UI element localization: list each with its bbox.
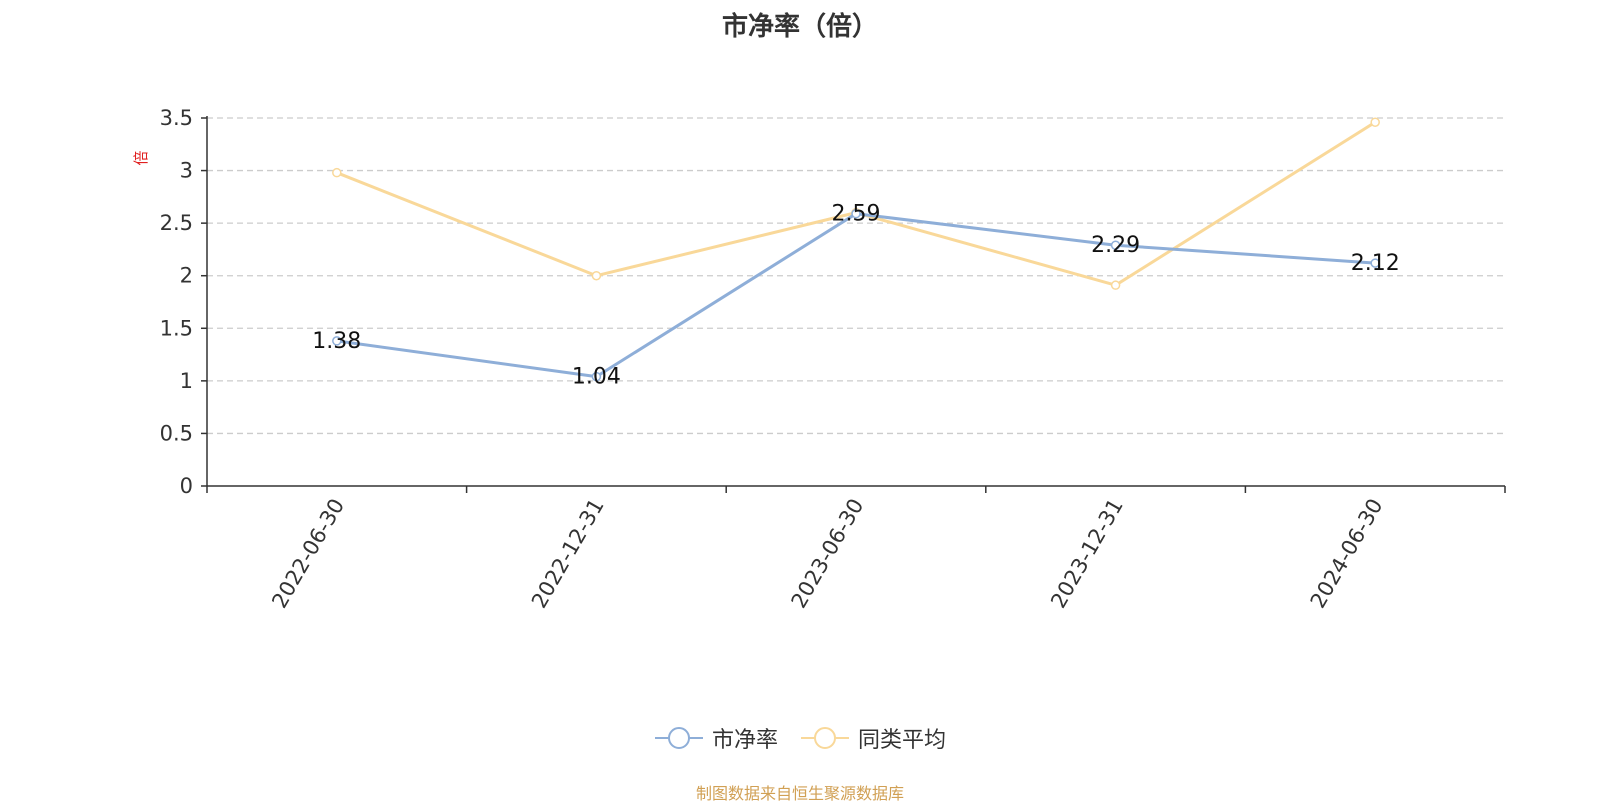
x-tick-label: 2024-06-30 (1306, 495, 1388, 613)
data-point (332, 336, 342, 346)
data-label: 2.12 (1351, 251, 1400, 276)
data-label: 1.04 (572, 365, 621, 390)
legend-marker-icon (801, 727, 849, 749)
y-tick-label: 3.5 (160, 106, 193, 130)
legend-label: 市净率 (711, 728, 778, 753)
x-tick-label: 2023-12-31 (1046, 495, 1128, 613)
y-axis-label: 倍 (132, 150, 150, 165)
y-tick-label: 0 (180, 474, 193, 498)
data-label: 2.29 (1091, 233, 1140, 258)
data-labels: 1.38 1.04 2.59 2.29 2.12 (312, 202, 1399, 390)
data-point (1110, 280, 1121, 290)
series-line (336, 212, 1376, 379)
chart-title: 市净率（倍） (721, 12, 878, 42)
source-note: 制图数据来自恒生聚源数据库 (695, 784, 904, 803)
data-point (591, 371, 602, 382)
y-tick-label: 1 (180, 369, 193, 393)
legend-marker-icon (654, 727, 703, 749)
axes: 0 0.5 1 1.5 2 2.5 3 3.5 倍 2022-06-30 2022-12-31 202… (132, 106, 1506, 613)
y-tick-label: 0.5 (160, 421, 193, 445)
x-tick-label: 2022-06-30 (267, 495, 349, 613)
legend-item[interactable]: 市净率 (654, 722, 778, 754)
y-tick-label: 3 (180, 159, 193, 183)
x-tick-label: 2022-12-31 (527, 495, 609, 613)
legend-item[interactable]: 同类平均 (800, 722, 946, 754)
data-point (1370, 117, 1380, 127)
data-point (1370, 258, 1380, 268)
grid-lines (207, 117, 1505, 435)
data-point (1110, 240, 1121, 250)
y-tick-label: 2.5 (160, 211, 193, 235)
y-tick-label: 1.5 (160, 316, 193, 340)
series-lines (332, 117, 1380, 382)
x-tick-label: 2023-06-30 (787, 495, 869, 613)
data-label: 2.59 (832, 202, 881, 227)
data-point (851, 208, 861, 219)
data-point (332, 167, 342, 178)
legend-label: 同类平均 (858, 728, 947, 753)
legend: 市净率 同类平均 (0, 722, 1600, 754)
data-point (591, 270, 602, 281)
data-label: 1.38 (312, 329, 361, 354)
y-tick-label: 2 (180, 264, 193, 288)
